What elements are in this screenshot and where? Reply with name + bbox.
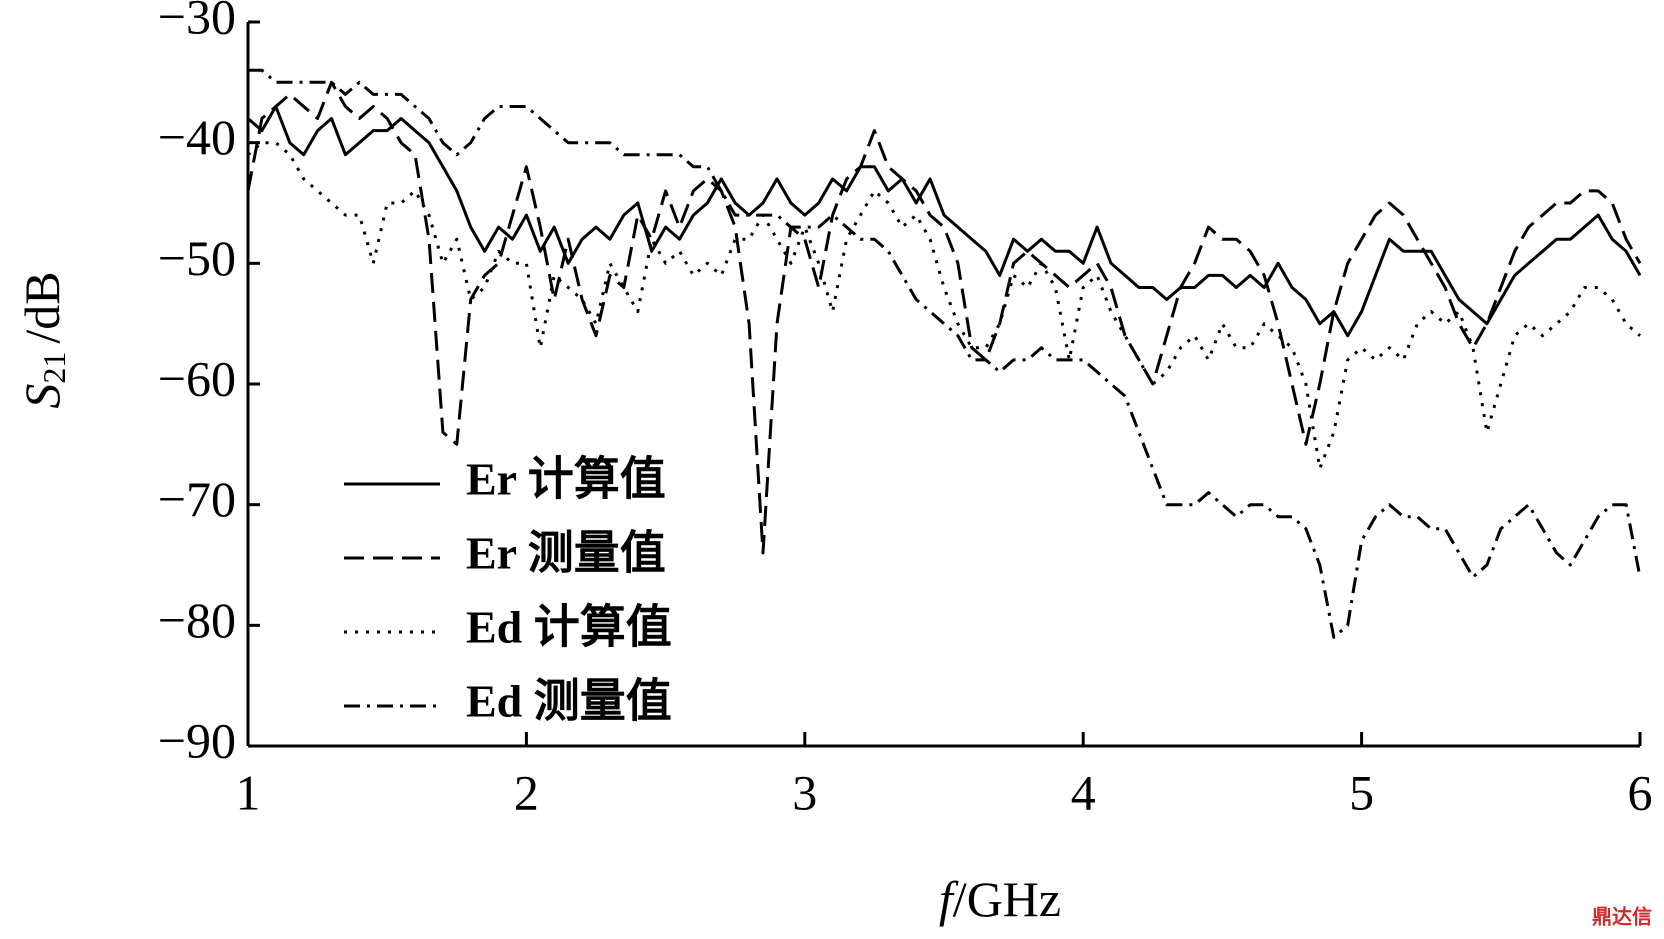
x-tick-label: 6 bbox=[1628, 764, 1653, 820]
series-line bbox=[248, 68, 1642, 639]
legend-label: Ed 计算值 bbox=[466, 602, 672, 653]
x-label-unit: /GHz bbox=[953, 871, 1061, 927]
y-axis-label: S21/dB bbox=[14, 271, 72, 408]
x-tick-label: 5 bbox=[1349, 764, 1374, 820]
legend-label: Er 测量值 bbox=[466, 528, 666, 579]
y-tick-label: −60 bbox=[158, 350, 236, 406]
x-tick-label: 3 bbox=[792, 764, 817, 820]
x-axis-label: f/GHz bbox=[939, 871, 1061, 927]
y-label-unit: /dB bbox=[14, 271, 70, 343]
y-tick-label: −50 bbox=[158, 230, 236, 286]
y-tick-label: −40 bbox=[158, 109, 236, 165]
x-tick-label: 1 bbox=[236, 764, 261, 820]
x-tick-label: 2 bbox=[514, 764, 539, 820]
legend-label: Ed 测量值 bbox=[466, 676, 672, 727]
x-tick-label: 4 bbox=[1071, 764, 1096, 820]
series-line bbox=[246, 80, 1642, 555]
series-line bbox=[247, 105, 1642, 338]
legend-label: Er 计算值 bbox=[466, 454, 666, 505]
y-tick-label: −70 bbox=[158, 471, 236, 527]
y-tick-label: −30 bbox=[158, 0, 236, 44]
y-label-symbol: S bbox=[14, 384, 70, 409]
watermark: 鼎达信 bbox=[1592, 905, 1652, 929]
y-tick-label: −90 bbox=[158, 712, 236, 768]
y-tick-label: −80 bbox=[158, 592, 236, 648]
y-label-sub: 21 bbox=[36, 352, 72, 384]
